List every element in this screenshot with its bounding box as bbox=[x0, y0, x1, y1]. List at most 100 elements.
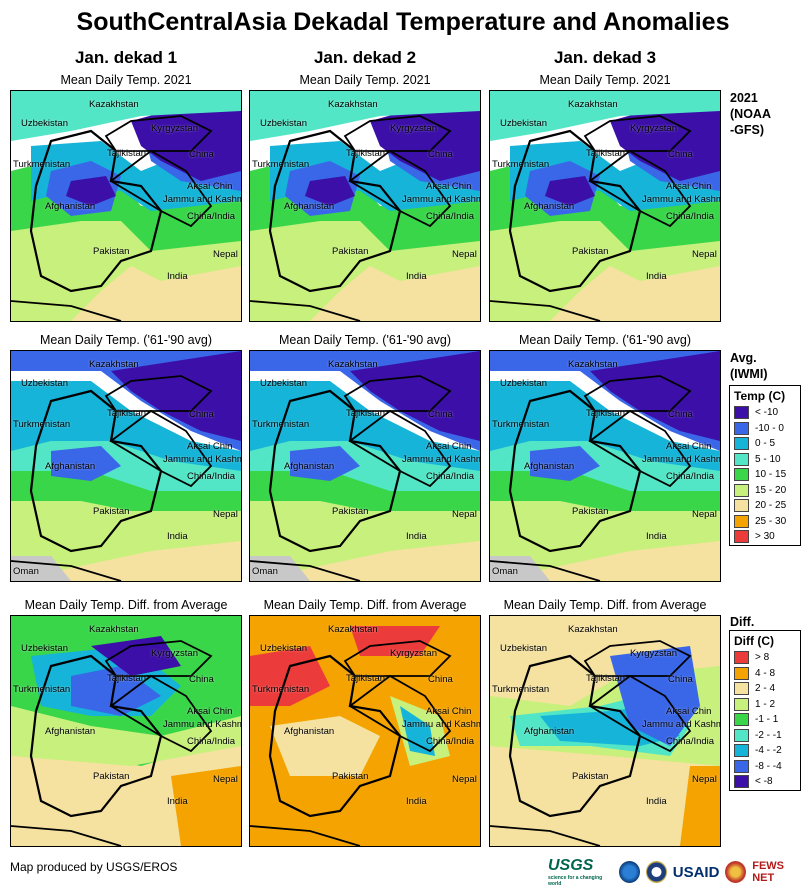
map-label-tajikistan: Tajikistan bbox=[586, 673, 626, 684]
map-label-oman: Oman bbox=[252, 566, 278, 577]
color-band bbox=[250, 91, 480, 141]
map-2021-dekad-1: Kazakhstan Uzbekistan Kyrgyzstan Tajikistan… bbox=[10, 90, 242, 322]
legend-label: 15 - 20 bbox=[755, 484, 787, 496]
fews-net-logo: FEWS NET bbox=[752, 860, 784, 884]
border-line bbox=[29, 654, 163, 818]
row-label-avg: Avg. (IWMI) bbox=[730, 350, 767, 382]
legend-item: 0 - 5 bbox=[730, 436, 800, 452]
legend-item: 10 - 15 bbox=[730, 467, 800, 483]
caption-r3-c2: Mean Daily Temp. Diff. from Average bbox=[263, 598, 467, 612]
column-header-dekad-3: Jan. dekad 3 bbox=[553, 48, 657, 67]
map-label-turkmenistan: Turkmenistan bbox=[252, 684, 310, 695]
noaa-logo-icon bbox=[619, 861, 640, 883]
column-header-dekad-2: Jan. dekad 2 bbox=[313, 48, 417, 67]
map-label-tajikistan: Tajikistan bbox=[346, 673, 386, 684]
map-label-tajikistan: Tajikistan bbox=[586, 408, 626, 419]
map-label-afghanistan: Afghanistan bbox=[45, 201, 96, 212]
map-label-india: India bbox=[167, 271, 188, 282]
map-label-india: India bbox=[646, 531, 667, 542]
legend-label: 20 - 25 bbox=[755, 500, 787, 512]
legend-item: -1 - 1 bbox=[730, 712, 800, 728]
color-band bbox=[111, 351, 241, 441]
map-label-tajikistan: Tajikistan bbox=[107, 408, 147, 419]
map-label-nepal: Nepal bbox=[213, 249, 238, 260]
legend-swatch bbox=[734, 713, 749, 727]
map-label-uzbekistan: Uzbekistan bbox=[21, 643, 68, 654]
legend-item: > 30 bbox=[730, 529, 800, 545]
color-band bbox=[490, 91, 720, 141]
border-line bbox=[29, 129, 163, 293]
legend-swatch bbox=[734, 514, 749, 528]
color-band bbox=[350, 626, 440, 656]
map-label-china: China bbox=[428, 149, 453, 160]
map-label-chinaindia: China/India bbox=[666, 211, 715, 222]
legend-label: -1 - 1 bbox=[755, 714, 779, 726]
map-label-pakistan: Pakistan bbox=[332, 506, 369, 517]
map-label-kazakhstan: Kazakhstan bbox=[89, 99, 139, 110]
border-line bbox=[583, 640, 692, 677]
color-band bbox=[66, 176, 116, 206]
map-label-china: China bbox=[668, 149, 693, 160]
map-label-uzbekistan: Uzbekistan bbox=[21, 378, 68, 389]
map-label-nepal: Nepal bbox=[692, 509, 717, 520]
credit-text: Map produced by USGS/EROS bbox=[10, 860, 178, 874]
map-label-kazakhstan: Kazakhstan bbox=[89, 359, 139, 370]
map-label-kazakhstan: Kazakhstan bbox=[328, 624, 378, 635]
map-diff-dekad-1: Kazakhstan Uzbekistan Kyrgyzstan Tajikistan… bbox=[10, 615, 242, 847]
map-label-pakistan: Pakistan bbox=[572, 246, 609, 257]
color-band bbox=[530, 446, 600, 481]
map-label-china: China bbox=[428, 674, 453, 685]
legend-swatch bbox=[734, 499, 749, 513]
map-label-turkmenistan: Turkmenistan bbox=[492, 159, 550, 170]
legend-label: -4 - -2 bbox=[755, 745, 782, 757]
map-label-turkmenistan: Turkmenistan bbox=[13, 419, 71, 430]
color-band bbox=[11, 381, 241, 471]
map-label-jammu: Jammu and Kashmir bbox=[402, 454, 481, 465]
border-line bbox=[11, 825, 122, 846]
map-label-aksai: Aksai Chin bbox=[666, 706, 712, 717]
legend-label: 4 - 8 bbox=[755, 667, 776, 679]
legend-swatch bbox=[734, 759, 749, 773]
map-label-oman: Oman bbox=[13, 566, 39, 577]
map-avg-dekad-2: Kazakhstan Uzbekistan Tajikistan Turkmenist… bbox=[249, 350, 481, 582]
legend-item: -4 - -2 bbox=[730, 743, 800, 759]
row-label-avg-line1: Avg. bbox=[730, 351, 757, 365]
map-label-afghanistan: Afghanistan bbox=[284, 726, 335, 737]
caption-r2-c2: Mean Daily Temp. ('61-'90 avg) bbox=[279, 333, 451, 347]
border-line bbox=[343, 375, 452, 412]
legend-label: 10 - 15 bbox=[755, 469, 787, 481]
map-label-nepal: Nepal bbox=[213, 509, 238, 520]
map-diff-dekad-3: Kazakhstan Uzbekistan Kyrgyzstan Tajikistan… bbox=[489, 615, 721, 847]
map-label-india: India bbox=[406, 271, 427, 282]
map-label-uzbekistan: Uzbekistan bbox=[500, 643, 547, 654]
column-header-dekad-1: Jan. dekad 1 bbox=[74, 48, 178, 67]
map-label-aksai: Aksai Chin bbox=[666, 181, 712, 192]
border-line bbox=[11, 300, 122, 321]
border-line bbox=[508, 654, 642, 818]
legend-item: 25 - 30 bbox=[730, 514, 800, 530]
color-band bbox=[11, 706, 241, 766]
map-label-nepal: Nepal bbox=[692, 774, 717, 785]
legend-swatch bbox=[734, 728, 749, 742]
map-label-jammu: Jammu and Kashmir bbox=[642, 454, 721, 465]
map-label-turkmenistan: Turkmenistan bbox=[13, 684, 71, 695]
map-label-uzbekistan: Uzbekistan bbox=[260, 643, 307, 654]
legend-item: -2 - -1 bbox=[730, 728, 800, 744]
map-label-nepal: Nepal bbox=[452, 509, 477, 520]
color-band bbox=[11, 91, 241, 141]
border-line bbox=[250, 825, 361, 846]
legend-swatch bbox=[734, 468, 749, 482]
border-line bbox=[490, 825, 601, 846]
map-label-afghanistan: Afghanistan bbox=[45, 726, 96, 737]
map-label-nepal: Nepal bbox=[213, 774, 238, 785]
legend-label: < -10 bbox=[755, 407, 779, 419]
map-label-uzbekistan: Uzbekistan bbox=[260, 378, 307, 389]
caption-r3-c3: Mean Daily Temp. Diff. from Average bbox=[503, 598, 707, 612]
legend-item: 2 - 4 bbox=[730, 681, 800, 697]
legend-label: 25 - 30 bbox=[755, 515, 787, 527]
legend-item: 15 - 20 bbox=[730, 483, 800, 499]
map-label-turkmenistan: Turkmenistan bbox=[492, 684, 550, 695]
map-label-kazakhstan: Kazakhstan bbox=[568, 359, 618, 370]
color-band bbox=[250, 381, 480, 471]
map-label-aksai: Aksai Chin bbox=[666, 441, 712, 452]
